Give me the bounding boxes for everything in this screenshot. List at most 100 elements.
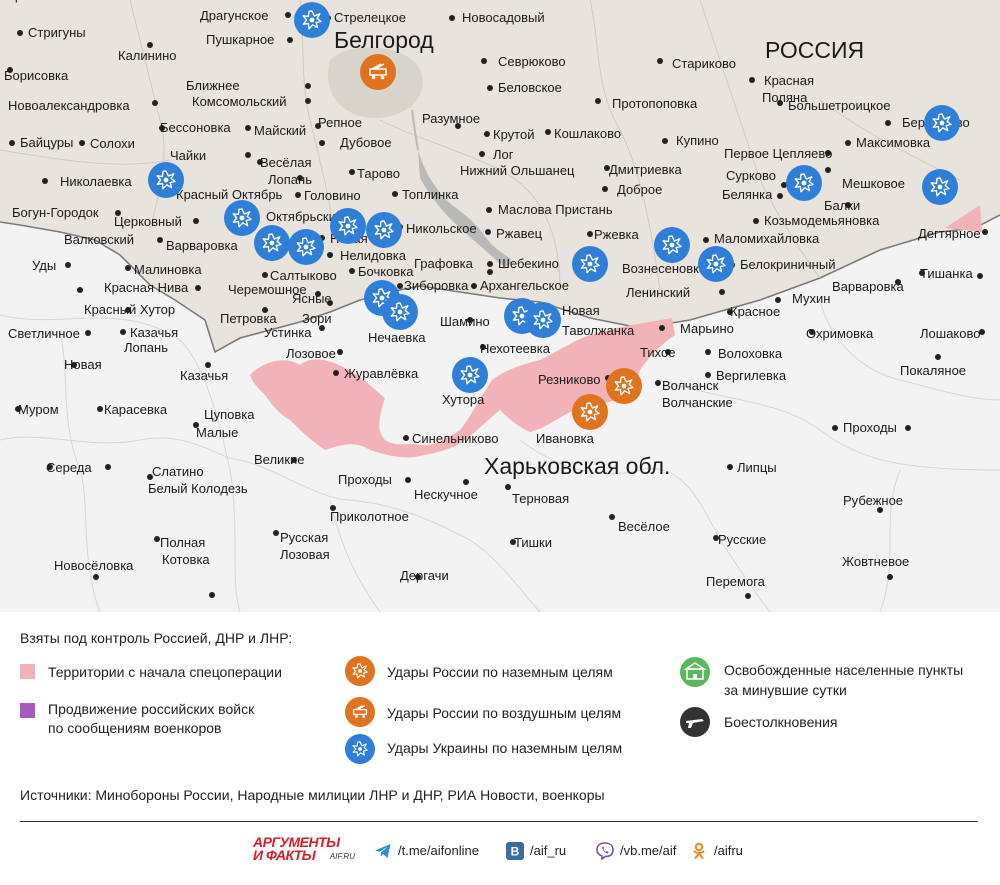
city-label: Перемога xyxy=(706,574,766,589)
ukraine-strike-marker xyxy=(922,169,958,205)
city-label: Красная xyxy=(764,73,814,88)
region-label-russia: РОССИЯ xyxy=(765,37,864,63)
legend-liberated-line1: Освобожденные населенные пункты xyxy=(724,662,964,678)
city-label: Мухин xyxy=(792,291,830,306)
city-label: Хутора xyxy=(442,392,485,407)
city-label: Великие xyxy=(254,452,305,467)
ukraine-strike-marker xyxy=(698,246,734,282)
city-label: Валковский xyxy=(64,232,134,247)
logo-line2: И ФАКТЫ xyxy=(253,847,316,863)
ukraine-strike-marker xyxy=(452,357,488,393)
city-label: Первое Цепляево xyxy=(724,146,832,161)
city-label: Никольское xyxy=(406,221,477,236)
legend-advance-line2: по сообщениям военкоров xyxy=(48,720,222,736)
city-label: Дубовое xyxy=(340,135,392,150)
liberated-icon xyxy=(680,657,710,687)
city-label: Карасевка xyxy=(104,402,168,417)
city-label: Октябрьский xyxy=(266,209,343,224)
ukraine-strike-marker xyxy=(786,165,822,201)
city-label: Малиновка xyxy=(134,262,202,277)
ukraine-strike-marker xyxy=(148,162,184,198)
city-label: Церковный xyxy=(114,214,182,229)
city-label: Тишанка xyxy=(920,266,973,281)
sources: Источники: Минобороны России, Народные м… xyxy=(20,787,605,803)
city-label: Мешковое xyxy=(842,176,905,191)
city-label: Шамино xyxy=(440,314,490,329)
city-label: Светличное xyxy=(8,326,80,341)
city-label: Полная xyxy=(160,535,205,550)
city-label: Волчанские xyxy=(662,395,733,410)
city-label: Калинино xyxy=(118,48,177,63)
city-label: Красное xyxy=(730,304,780,319)
city-label: Красная Нива xyxy=(104,280,189,295)
city-label: Купино xyxy=(676,133,719,148)
city-label: Дегтярное xyxy=(918,226,981,241)
city-label: Тихое xyxy=(640,345,675,360)
ukraine-strike-marker xyxy=(525,302,561,338)
city-label: Козьмодемьяновка xyxy=(764,213,880,228)
viber-icon xyxy=(596,842,614,860)
city-label: Липцы xyxy=(737,460,777,475)
city-label: Нелидовка xyxy=(340,248,407,263)
region-label-kharkov: Харьковская обл. xyxy=(484,453,670,479)
city-label: Поляна xyxy=(762,90,808,105)
city-label: Борисовка xyxy=(4,68,69,83)
clashes-icon xyxy=(680,707,710,737)
aif-logo[interactable]: АРГУМЕНТЫ И ФАКТЫ AIF.RU xyxy=(253,834,359,868)
ukraine-strike-marker xyxy=(654,227,690,263)
divider xyxy=(20,821,978,822)
legend: Взяты под контроль Россией, ДНР и ЛНР: Т… xyxy=(0,612,1000,885)
telegram-label: /t.me/aifonline xyxy=(398,843,479,858)
ukraine-strike-marker xyxy=(382,294,418,330)
viber-label: /vb.me/aif xyxy=(620,843,677,858)
city-label: Русские xyxy=(718,532,766,547)
city-label: Петровка xyxy=(220,311,277,326)
logo-line1: АРГУМЕНТЫ xyxy=(253,834,340,850)
city-label: Весёлая xyxy=(260,155,312,170)
city-label: Комсомольский xyxy=(192,94,287,109)
legend-clashes: Боестолкновения xyxy=(724,714,838,730)
city-label: Белянка xyxy=(722,187,773,202)
city-label: Новоалександровка xyxy=(8,98,130,113)
city-label: Чайки xyxy=(170,148,206,163)
city-label: Котовка xyxy=(162,552,210,567)
city-label: Николаевка xyxy=(60,174,132,189)
city-label: Тарово xyxy=(357,166,400,181)
city-label: Маломихайловка xyxy=(714,231,820,246)
city-label: Казачья xyxy=(130,325,178,340)
ukraine-strike-marker xyxy=(224,200,260,236)
map: Драгунское Стрелецкое Новосадовый Стригуны К… xyxy=(0,0,1000,612)
city-label: Муром xyxy=(18,402,59,417)
legend-territory: Территории с начала спецоперации xyxy=(48,664,282,680)
city-label: Варваровка xyxy=(166,238,238,253)
city-label: Зиборовка xyxy=(404,278,469,293)
city-label: Севрюково xyxy=(498,54,566,69)
city-label: Уды xyxy=(32,258,56,273)
city-label: Кошлаково xyxy=(554,126,621,141)
city-label: Русская xyxy=(280,530,328,545)
city-label: Салтыково xyxy=(270,268,337,283)
legend-russia-ground: Удары России по наземным целям xyxy=(387,664,613,680)
city-label: Архангельское xyxy=(480,278,569,293)
telegram-icon xyxy=(375,844,391,858)
ukraine-strike-marker xyxy=(924,105,960,141)
city-label: Ясные xyxy=(292,291,332,306)
city-label: Зори xyxy=(302,311,332,326)
city-label: Белокриничный xyxy=(740,257,835,272)
odnoklassniki-icon xyxy=(693,842,705,859)
city-label: Ивановка xyxy=(536,431,595,446)
city-label: Топлинка xyxy=(402,187,459,202)
city-label: Маслова Пристань xyxy=(498,202,613,217)
city-label: Доброе xyxy=(617,182,662,197)
city-label: Красный Хутор xyxy=(84,302,175,317)
city-label: Жовтневое xyxy=(842,554,909,569)
city-label: Графовка xyxy=(414,256,474,271)
advance-swatch xyxy=(20,703,35,718)
city-label: Варваровка xyxy=(832,279,904,294)
city-label: Покаляное xyxy=(900,363,966,378)
city-label: Проходы xyxy=(843,420,897,435)
city-label: Черемошное xyxy=(228,282,307,297)
svg-text:B: B xyxy=(511,845,520,859)
ukraine-ground-strike-icon xyxy=(345,734,375,764)
